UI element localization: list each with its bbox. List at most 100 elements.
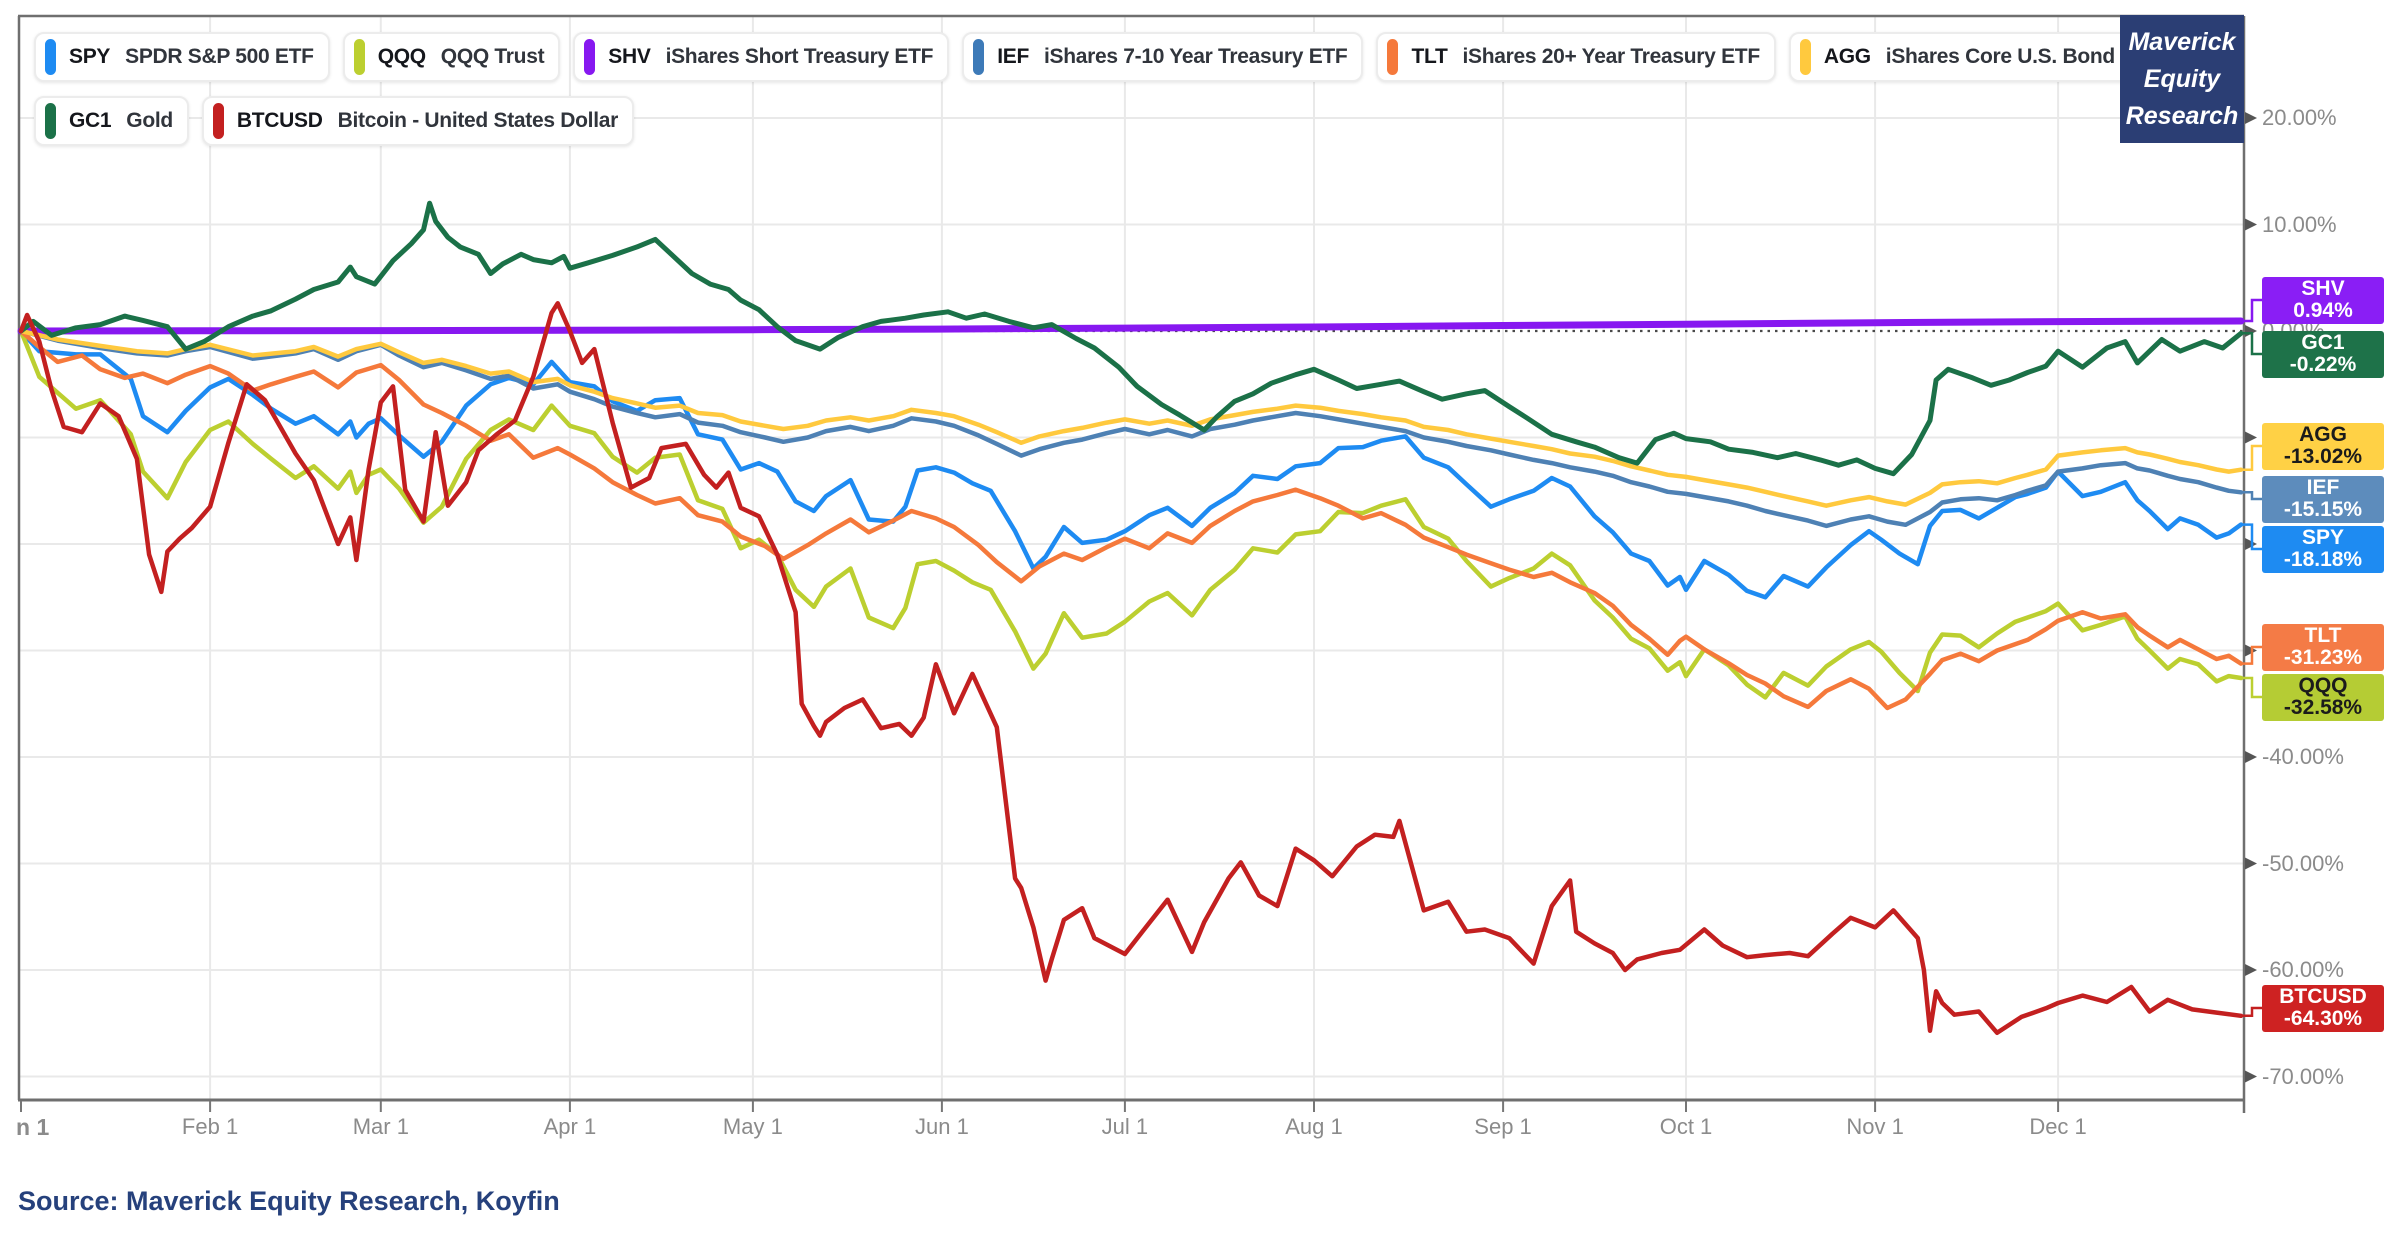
series-line-AGG[interactable] (18, 328, 2244, 508)
end-label-connector-SHV (2241, 298, 2262, 323)
legend-name: iShares Short Treasury ETF (665, 45, 934, 68)
legend-row-2: GC1 Gold BTCUSD Bitcoin - United States Dol… (34, 96, 634, 146)
legend-color-bar (353, 39, 365, 75)
end-label-value: -18.18% (2283, 548, 2363, 571)
brand-logo-line: Research (2125, 101, 2239, 130)
x-axis-tick-label: Jun 1 (915, 1114, 969, 1139)
legend-item-TLT[interactable]: TLT iShares 20+ Year Treasury ETF (1376, 32, 1776, 82)
end-label-connector-GC1 (2241, 332, 2262, 356)
legend-name: iShares 7-10 Year Treasury ETF (1043, 45, 1348, 68)
legend-ticker: AGG (1823, 45, 1871, 68)
series-line-BTCUSD[interactable] (18, 301, 2244, 1036)
end-label-ticker: QQQ (2298, 674, 2348, 697)
end-label-ticker: AGG (2299, 423, 2347, 446)
legend-color-bar (1799, 39, 1811, 75)
legend-item-BTCUSD[interactable]: BTCUSD Bitcoin - United States Dollar (201, 96, 634, 146)
legend-name: SPDR S&P 500 ETF (125, 45, 314, 68)
legend-ticker: IEF (997, 45, 1029, 68)
x-axis-tick-label: Mar 1 (352, 1114, 409, 1139)
end-label-IEF: IEF -15.15% (2262, 475, 2384, 523)
legend-name: iShares Core U.S. Bond ETF (1885, 45, 2160, 68)
legend-ticker: TLT (1411, 45, 1448, 68)
end-label-ticker: SPY (2301, 526, 2345, 549)
x-axis-tick-label: n 1 (16, 1114, 50, 1140)
legend-row-1: SPY SPDR S&P 500 ETF QQQ QQQ Trust SHV iShare… (34, 32, 2176, 82)
x-axis-tick-label: Oct 1 (1659, 1114, 1713, 1139)
end-label-ticker: BTCUSD (2279, 985, 2367, 1008)
end-label-ticker: GC1 (2301, 331, 2345, 354)
end-label-value: -0.22% (2289, 353, 2357, 376)
y-tick-arrow (2245, 1070, 2257, 1083)
y-tick-arrow (2245, 857, 2257, 870)
x-axis-tick-label: Dec 1 (2029, 1114, 2087, 1139)
legend-color-bar (584, 39, 596, 75)
end-label-TLT: TLT -31.23% (2262, 623, 2384, 671)
series-line-SHV[interactable] (17, 317, 2245, 335)
brand-logo-line: Maverick (2128, 27, 2236, 56)
end-label-ticker: SHV (2301, 277, 2345, 300)
legend-name: Gold (126, 109, 173, 132)
legend-name: Bitcoin - United States Dollar (337, 109, 619, 132)
x-axis-tick-label: Jul 1 (1101, 1114, 1149, 1139)
end-label-connector-TLT (2241, 645, 2262, 665)
legend-ticker: BTCUSD (236, 109, 323, 132)
end-label-QQQ: QQQ -32.58% (2262, 673, 2384, 721)
y-tick-arrow (2245, 751, 2257, 763)
y-tick-arrow (2245, 431, 2257, 444)
series-line-QQQ[interactable] (18, 328, 2244, 700)
legend-item-SHV[interactable]: SHV iShares Short Treasury ETF (573, 32, 950, 82)
series-line-IEF[interactable] (18, 328, 2244, 529)
end-label-connector-IEF (2241, 491, 2262, 501)
y-axis-tick-label: 20.00% (2262, 105, 2337, 130)
legend-item-AGG[interactable]: AGG iShares Core U.S. Bond ETF (1788, 32, 2176, 82)
brand-logo-line: Equity (2143, 64, 2221, 93)
end-label-connector-QQQ (2241, 676, 2262, 699)
legend-item-IEF[interactable]: IEF iShares 7-10 Year Treasury ETF (962, 32, 1364, 82)
series-line-SPY[interactable] (18, 328, 2244, 600)
brand-logo: Maverick Equity Research (2120, 15, 2244, 143)
y-tick-arrow (2245, 218, 2257, 231)
legend-item-QQQ[interactable]: QQQ QQQ Trust (342, 32, 561, 82)
end-label-SPY: SPY -18.18% (2262, 525, 2384, 573)
end-label-value: -31.23% (2283, 646, 2363, 669)
legend-color-bar (45, 39, 56, 75)
end-label-ticker: TLT (2304, 624, 2342, 647)
end-label-SHV: SHV 0.94% (2262, 276, 2384, 324)
y-axis-tick-label: 10.00% (2262, 211, 2337, 237)
end-label-connector-AGG (2241, 444, 2262, 471)
y-axis-tick-label: -60.00% (2262, 957, 2344, 982)
legend-item-SPY[interactable]: SPY SPDR S&P 500 ETF (34, 32, 330, 82)
legend-ticker: GC1 (69, 109, 112, 132)
x-axis-tick-label: Sep 1 (1474, 1114, 1532, 1139)
legend-name: iShares 20+ Year Treasury ETF (1462, 45, 1760, 68)
legend-ticker: SPY (69, 45, 111, 68)
legend-color-bar (973, 39, 985, 75)
legend-color-bar (212, 103, 224, 139)
end-label-connector-BTCUSD (2241, 1006, 2262, 1018)
series-line-GC1[interactable] (18, 200, 2244, 477)
y-axis-tick-label: -50.00% (2262, 850, 2344, 876)
end-label-value: -64.30% (2283, 1007, 2363, 1030)
legend-color-bar (45, 103, 56, 139)
end-label-value: -32.58% (2283, 696, 2363, 719)
y-axis-tick-label: -70.00% (2262, 1063, 2344, 1089)
end-label-value: -15.15% (2283, 498, 2363, 521)
y-axis-tick-label: -40.00% (2262, 744, 2344, 769)
legend-item-GC1[interactable]: GC1 Gold (34, 96, 189, 146)
legend-name: QQQ Trust (440, 45, 545, 68)
legend-color-bar (1387, 39, 1399, 75)
x-axis-tick-label: Feb 1 (181, 1114, 239, 1139)
x-axis-tick-label: May 1 (722, 1114, 783, 1139)
x-axis-tick-label: Aug 1 (1285, 1114, 1343, 1139)
source-caption: Source: Maverick Equity Research, Koyfin (18, 1186, 560, 1216)
x-axis-tick-label: Nov 1 (1846, 1114, 1904, 1139)
x-axis-tick-label: Apr 1 (543, 1114, 597, 1139)
y-tick-arrow (2245, 112, 2257, 124)
series-line-TLT[interactable] (18, 328, 2244, 711)
end-label-connector-SPY (2241, 523, 2262, 551)
end-label-value: -13.02% (2283, 445, 2363, 468)
end-label-AGG: AGG -13.02% (2262, 422, 2384, 470)
legend-ticker: SHV (608, 45, 651, 68)
